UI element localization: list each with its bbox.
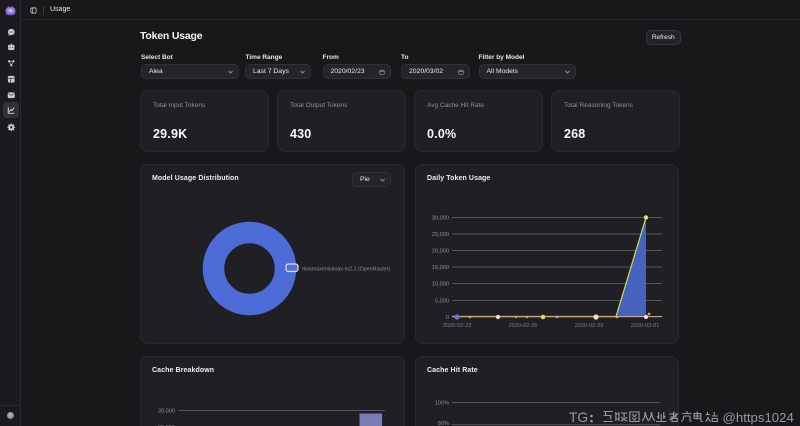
svg-text:30,000: 30,000 (432, 216, 449, 222)
svg-text:2020-03-01: 2020-03-01 (631, 323, 660, 329)
svg-text:25,000: 25,000 (432, 232, 449, 238)
svg-text:0: 0 (446, 315, 449, 321)
svg-text:TG: TG (569, 410, 588, 425)
svg-text:2020-02-23: 2020-02-23 (443, 323, 472, 329)
svg-text:5,000: 5,000 (435, 299, 449, 305)
svg-text:2020-02-26: 2020-02-26 (509, 323, 538, 329)
svg-text:@https1024: @https1024 (723, 410, 794, 425)
svg-text:80%: 80% (438, 421, 449, 426)
svg-text:minimax/minimax-m2.1 (OpenRout: minimax/minimax-m2.1 (OpenRouter) (302, 266, 391, 272)
svg-text:25,000: 25,000 (158, 425, 175, 426)
svg-text:10,000: 10,000 (432, 282, 449, 288)
svg-text:30,000: 30,000 (158, 409, 175, 415)
svg-text:100%: 100% (435, 401, 449, 407)
svg-text:2020-02-29: 2020-02-29 (575, 323, 604, 329)
svg-text:20,000: 20,000 (432, 249, 449, 255)
svg-text:15,000: 15,000 (432, 265, 449, 271)
